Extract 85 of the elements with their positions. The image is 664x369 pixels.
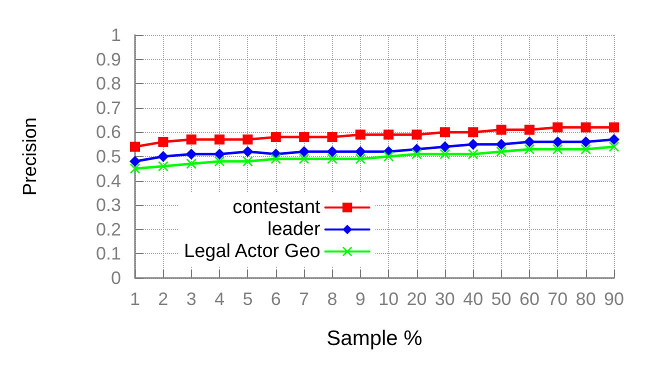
legend-label: leader	[267, 219, 321, 240]
point	[609, 142, 619, 152]
point	[355, 130, 366, 140]
x-tick-label: 3	[186, 289, 196, 309]
point	[608, 134, 620, 145]
point	[186, 134, 196, 144]
y-tick-label: 0.4	[96, 170, 121, 191]
point	[327, 132, 338, 142]
point	[580, 136, 592, 148]
point	[186, 158, 196, 169]
point	[440, 149, 450, 160]
x-tick-label: 60	[519, 289, 540, 309]
y-tick-label: 0.5	[96, 146, 121, 166]
point	[242, 156, 253, 166]
x-tick-label: 9	[355, 289, 366, 309]
point	[214, 148, 226, 160]
y-tick-label: 1	[110, 25, 121, 45]
point	[524, 136, 535, 148]
y-tick-label: 0.7	[96, 98, 121, 118]
point	[524, 124, 534, 135]
x-tick-label: 10	[378, 289, 399, 309]
point	[270, 154, 281, 164]
point	[355, 154, 366, 164]
point	[496, 124, 506, 135]
point	[327, 154, 338, 164]
point	[298, 146, 310, 158]
x-tick-label: 30	[434, 289, 455, 309]
y-tick-label: 0.2	[96, 219, 121, 240]
point	[299, 132, 310, 142]
x-tick-label: 20	[406, 289, 427, 309]
x-tick-label: 4	[214, 289, 225, 309]
x-tick-label: 90	[604, 289, 624, 309]
point	[412, 130, 422, 140]
point	[496, 146, 506, 157]
point	[214, 156, 225, 166]
x-tick-label: 80	[576, 289, 596, 309]
point	[158, 136, 168, 147]
y-tick-label: 0.1	[96, 244, 121, 264]
point	[130, 156, 140, 167]
point	[354, 146, 366, 158]
point	[214, 134, 225, 144]
x-axis-title: Sample %	[326, 327, 422, 350]
y-tick-label: 0.9	[96, 49, 121, 70]
x-tick-label: 50	[491, 289, 512, 309]
y-tick-label: 0.3	[96, 195, 121, 216]
point	[580, 144, 591, 154]
x-tick-label: 7	[299, 289, 310, 309]
point	[299, 154, 310, 164]
point	[270, 132, 281, 142]
point	[412, 149, 422, 160]
point	[552, 144, 563, 154]
point	[552, 136, 564, 148]
point	[439, 141, 450, 152]
x-tick-label: 8	[327, 289, 338, 309]
point	[242, 146, 254, 158]
point	[552, 122, 563, 132]
x-tick-label: 1	[130, 289, 140, 309]
point	[158, 161, 168, 172]
point	[186, 148, 197, 160]
point	[468, 149, 478, 160]
x-tick-label: 6	[270, 289, 281, 309]
point	[440, 127, 450, 138]
x-tick-label: 5	[242, 289, 253, 309]
y-tick-label: 0.6	[96, 122, 121, 142]
point	[468, 127, 478, 138]
point	[496, 138, 507, 150]
point	[384, 152, 394, 162]
point	[158, 151, 169, 162]
point	[384, 130, 394, 140]
y-tick-label: 0.8	[96, 74, 121, 94]
point	[130, 164, 140, 174]
legend-label: Legal Actor Geo	[184, 241, 320, 262]
legend-label: contestant	[232, 197, 322, 218]
point	[524, 144, 534, 154]
x-tick-label: 40	[463, 289, 484, 309]
y-tick-label: 0	[110, 268, 121, 288]
point	[580, 122, 591, 132]
point	[130, 142, 140, 152]
point	[326, 146, 338, 158]
point	[468, 138, 479, 150]
x-tick-label: 2	[158, 289, 168, 309]
y-axis-title: Precision	[20, 117, 41, 196]
point	[609, 122, 619, 132]
point	[242, 134, 253, 144]
x-tick-label: 70	[548, 289, 568, 309]
